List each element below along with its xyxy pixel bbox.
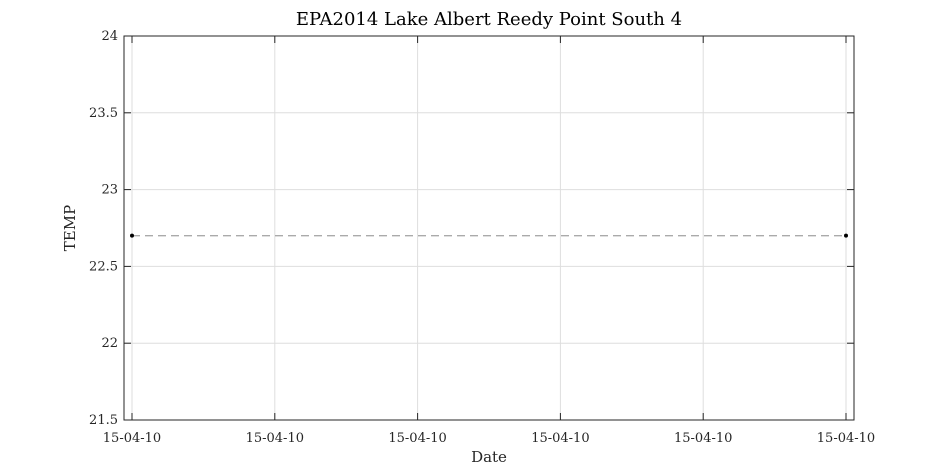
- x-tick-label: 15-04-10: [531, 431, 589, 446]
- y-tick-label: 21.5: [89, 413, 118, 428]
- y-tick-label: 24: [101, 29, 118, 44]
- y-axis-title: TEMP: [61, 205, 79, 251]
- series-layer: [130, 233, 848, 238]
- y-tick-label: 23: [101, 183, 118, 198]
- y-tick-label: 22.5: [89, 259, 118, 274]
- plot-frame: [123, 35, 855, 421]
- x-axis-title: Date: [471, 448, 507, 466]
- y-tick-label: 23.5: [89, 106, 118, 121]
- chart-title: EPA2014 Lake Albert Reedy Point South 4: [296, 9, 682, 30]
- data-point: [844, 233, 848, 238]
- tick-marks: [124, 35, 854, 421]
- plot-area: [124, 36, 854, 420]
- y-tick-label: 22: [101, 336, 118, 351]
- x-tick-label: 15-04-10: [817, 431, 875, 446]
- y-tick-labels: 21.5 22 22.5 23 23.5 24: [89, 29, 118, 428]
- x-tick-label: 15-04-10: [103, 431, 161, 446]
- x-tick-label: 15-04-10: [674, 431, 732, 446]
- data-point: [130, 233, 134, 238]
- x-tick-labels: 15-04-10 15-04-10 15-04-10 15-04-10 15-04-10…: [103, 431, 875, 446]
- x-tick-label: 15-04-10: [388, 431, 446, 446]
- x-tick-label: 15-04-10: [246, 431, 304, 446]
